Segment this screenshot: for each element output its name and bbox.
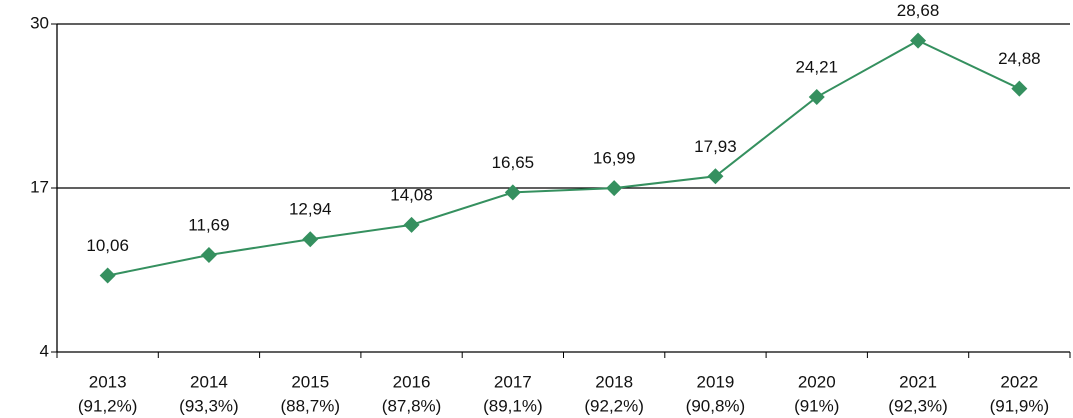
line: [107, 39, 1020, 277]
value-label: 16,99: [593, 149, 636, 168]
x-tick-sublabel: (91%): [794, 396, 839, 415]
value-label: 28,68: [897, 1, 940, 20]
marker: [302, 231, 319, 248]
x-tick-sublabel: (90,8%): [686, 396, 746, 415]
marker: [808, 89, 825, 106]
x-tick-label: 2022: [1000, 372, 1038, 391]
x-tick-sublabel: (87,8%): [382, 396, 442, 415]
marker: [99, 267, 116, 284]
x-tick-label: 2017: [494, 372, 532, 391]
value-label: 16,65: [492, 153, 535, 172]
marker: [707, 168, 724, 185]
value-label: 14,08: [390, 185, 433, 204]
y-tick-label: 17: [30, 177, 49, 196]
marker: [200, 246, 217, 263]
x-tick-label: 2013: [89, 372, 127, 391]
x-tick-sublabel: (92,3%): [888, 396, 948, 415]
x-tick-label: 2014: [190, 372, 228, 391]
y-tick-label: 4: [40, 341, 49, 360]
x-tick-label: 2015: [291, 372, 329, 391]
marker: [606, 180, 623, 197]
x-tick-label: 2016: [393, 372, 431, 391]
value-label: 10,06: [86, 236, 129, 255]
x-tick-label: 2020: [798, 372, 836, 391]
x-tick-sublabel: (89,1%): [483, 396, 543, 415]
x-tick-label: 2021: [899, 372, 937, 391]
marker: [403, 216, 420, 233]
value-label: 24,21: [795, 58, 838, 77]
x-tick-label: 2019: [697, 372, 735, 391]
x-tick-sublabel: (91,9%): [990, 396, 1050, 415]
marker: [910, 32, 927, 49]
y-tick-label: 30: [30, 13, 49, 32]
x-tick-sublabel: (92,2%): [584, 396, 644, 415]
marker: [504, 184, 521, 201]
x-tick-sublabel: (93,3%): [179, 396, 239, 415]
x-tick-sublabel: (91,2%): [78, 396, 138, 415]
x-tick-label: 2018: [595, 372, 633, 391]
x-tick-sublabel: (88,7%): [280, 396, 340, 415]
value-label: 24,88: [998, 49, 1041, 68]
value-label: 12,94: [289, 200, 332, 219]
value-label: 17,93: [694, 137, 737, 156]
value-label: 11,69: [188, 215, 229, 234]
marker: [1011, 80, 1028, 97]
